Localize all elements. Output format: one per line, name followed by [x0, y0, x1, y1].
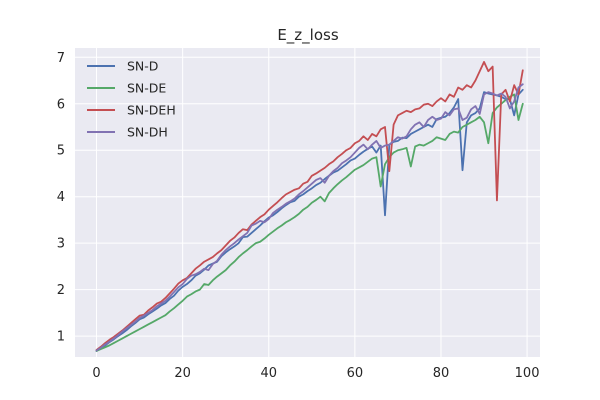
y-tick-label: 1 — [57, 330, 65, 345]
legend-label: SN-D — [127, 59, 158, 74]
series-line-sn-dh — [95, 83, 524, 352]
series-line-sn-d — [95, 88, 524, 352]
y-tick-label: 3 — [57, 237, 65, 252]
chart-title: E_z_loss — [277, 26, 339, 45]
y-tick-label: 6 — [57, 97, 65, 112]
grid-lines — [75, 48, 540, 357]
legend-label: SN-DH — [127, 125, 168, 140]
series-lines — [95, 61, 524, 352]
plot-area — [75, 48, 540, 357]
x-tick-label: 20 — [174, 366, 191, 381]
legend: SN-D SN-DE SN-DEH SN-DH — [87, 59, 176, 140]
legend-label: SN-DEH — [127, 103, 176, 118]
y-tick-label: 4 — [57, 190, 65, 205]
x-tick-label: 100 — [515, 366, 540, 381]
legend-label: SN-DE — [127, 81, 166, 96]
tick-labels: 0 20 40 60 80 100 1 2 3 4 5 6 7 — [57, 51, 540, 381]
x-tick-label: 60 — [347, 366, 364, 381]
x-tick-label: 40 — [260, 366, 277, 381]
y-tick-label: 7 — [57, 51, 65, 66]
y-tick-label: 2 — [57, 283, 65, 298]
series-line-sn-deh — [95, 61, 524, 351]
x-tick-label: 0 — [92, 366, 100, 381]
series-line-sn-de — [95, 93, 524, 352]
x-tick-label: 80 — [433, 366, 450, 381]
y-tick-label: 5 — [57, 144, 65, 159]
